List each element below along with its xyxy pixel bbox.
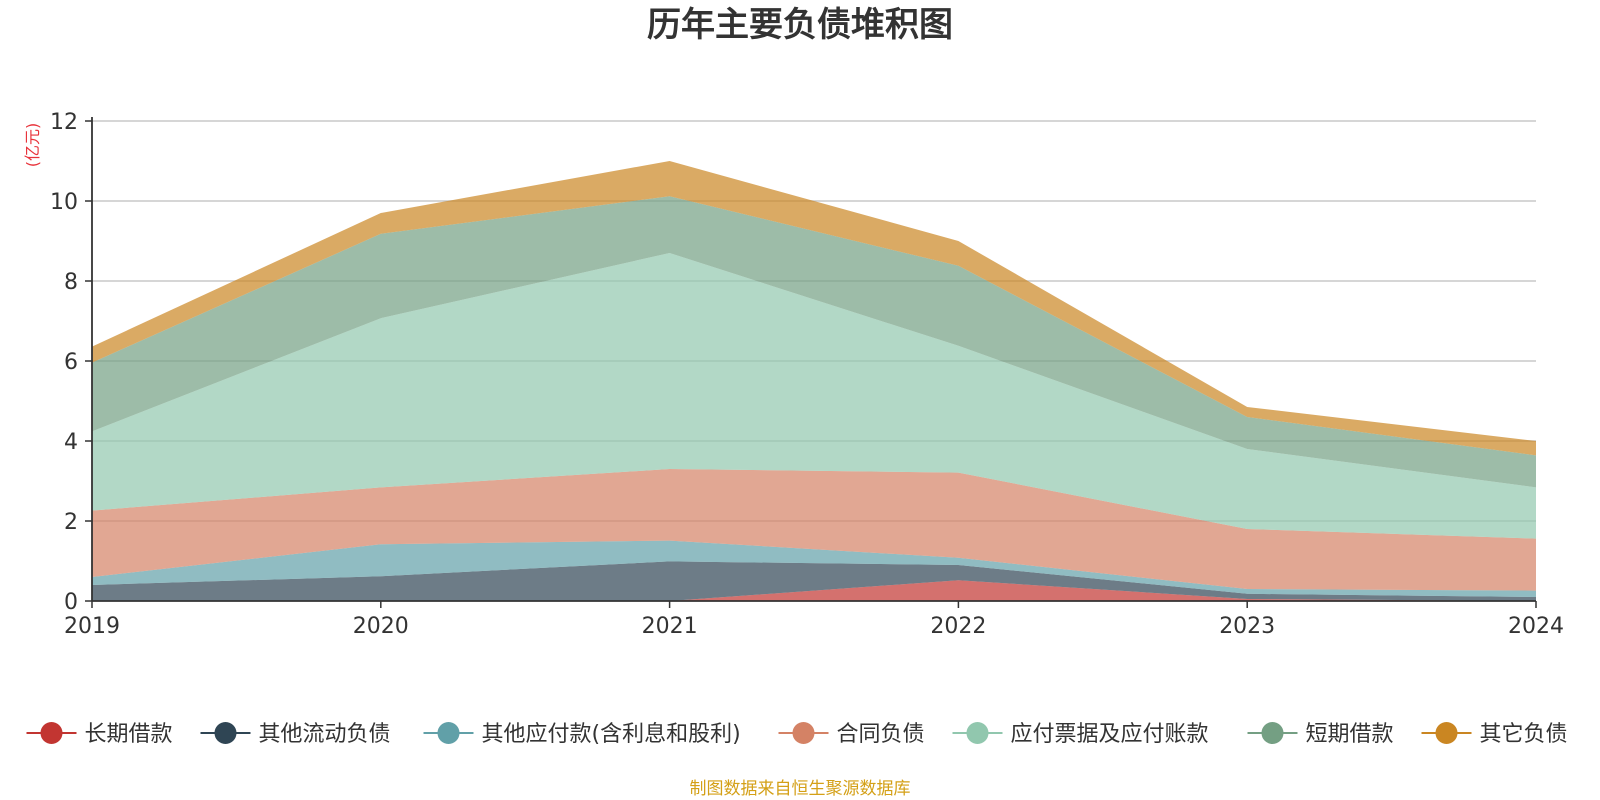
area-series-5 (92, 253, 1536, 539)
area-series-7 (92, 161, 1536, 456)
legend-circle-icon (1261, 722, 1284, 744)
legend-item-4[interactable]: 合同负债 (778, 722, 925, 747)
y-tick-label: 2 (64, 510, 78, 535)
y-tick-label: 10 (50, 190, 78, 215)
legend-item-1[interactable]: 长期借款 (26, 722, 173, 747)
x-tick-label: 2022 (930, 614, 986, 639)
legend-circle-icon (966, 722, 989, 744)
legend: 长期借款 其他流动负债 其他应付款(含利息和股利) 合同负债 应付票据及应付账款 短期借款… (26, 722, 1568, 747)
legend-circle-icon (40, 722, 63, 744)
area-series-3 (92, 540, 1536, 597)
legend-item-6[interactable]: 短期借款 (1247, 722, 1394, 747)
legend-item-5[interactable]: 应付票据及应付账款 (952, 722, 1209, 747)
x-tick-label: 2019 (64, 614, 120, 639)
legend-circle-icon (437, 722, 460, 744)
legend-circle-icon (214, 722, 237, 744)
area-series-2 (92, 561, 1536, 601)
legend-label: 其它负债 (1480, 722, 1568, 747)
area-series-6 (92, 196, 1536, 488)
x-tick-label: 2023 (1219, 614, 1275, 639)
legend-circle-icon (792, 722, 815, 744)
legend-label: 短期借款 (1306, 722, 1394, 747)
y-tick-label: 6 (64, 350, 78, 375)
legend-item-7[interactable]: 其它负债 (1421, 722, 1568, 747)
chart-title: 历年主要负债堆积图 (647, 5, 953, 45)
y-tick-label: 4 (64, 430, 78, 455)
area-series-4 (92, 469, 1536, 591)
legend-item-3[interactable]: 其他应付款(含利息和股利) (423, 722, 741, 747)
data-source-note: 制图数据来自恒生聚源数据库 (690, 779, 911, 799)
area-series-layer (92, 161, 1536, 601)
x-tick-label: 2024 (1508, 614, 1564, 639)
y-tick-label: 8 (64, 270, 78, 295)
legend-label: 长期借款 (85, 722, 173, 747)
legend-label: 合同负债 (837, 722, 925, 747)
axes: 0 2 4 6 8 10 12 2019 2020 2021 2022 2023 2024 (50, 110, 1564, 639)
legend-label: 应付票据及应付账款 (1011, 722, 1209, 747)
legend-label: 其他应付款(含利息和股利) (482, 722, 741, 747)
legend-circle-icon (1435, 722, 1458, 744)
x-tick-label: 2021 (642, 614, 698, 639)
x-tick-label: 2020 (353, 614, 409, 639)
legend-label: 其他流动负债 (259, 722, 391, 747)
y-axis-unit-label: (亿元) (23, 123, 42, 168)
area-series-1 (92, 580, 1536, 601)
y-tick-label: 0 (64, 590, 78, 615)
legend-item-2[interactable]: 其他流动负债 (200, 722, 391, 747)
y-tick-label: 12 (50, 110, 78, 135)
